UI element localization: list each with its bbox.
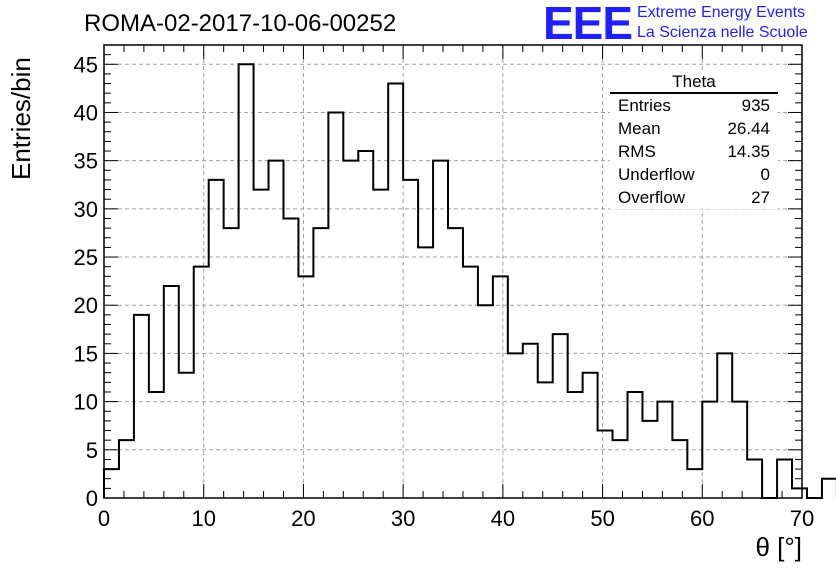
stats-row: Entries 935 xyxy=(610,94,778,117)
histogram-bar xyxy=(224,228,239,498)
histogram-bar xyxy=(583,373,598,498)
y-tick-label: 40 xyxy=(74,100,98,125)
histogram-bar xyxy=(508,353,523,498)
stats-row: Mean 26.44 xyxy=(610,117,778,140)
y-tick-label: 35 xyxy=(74,149,98,174)
stats-label: Mean xyxy=(618,119,661,138)
histogram-bar xyxy=(777,459,792,498)
y-tick-label: 25 xyxy=(74,245,98,270)
histogram-bar xyxy=(642,421,657,498)
stats-title: Theta xyxy=(610,70,778,94)
histogram-bar xyxy=(672,440,687,498)
stats-label: Underflow xyxy=(618,165,695,184)
histogram-bar xyxy=(568,392,583,498)
histogram-bar xyxy=(747,459,762,498)
histogram-bar xyxy=(628,392,643,498)
y-tick-label: 0 xyxy=(86,486,98,511)
stats-value: 14.35 xyxy=(727,142,770,161)
histogram-bar xyxy=(119,440,134,498)
histogram-bar xyxy=(298,276,313,498)
histogram-bar xyxy=(373,190,388,498)
x-tick-label: 30 xyxy=(391,506,415,531)
stats-label: Overflow xyxy=(618,188,686,207)
histogram-bar xyxy=(164,286,179,498)
histogram-bar xyxy=(149,392,164,498)
histogram-bar xyxy=(134,315,149,498)
stats-value: 26.44 xyxy=(727,119,770,138)
plot-title: ROMA-02-2017-10-06-00252 xyxy=(84,10,397,37)
x-tick-label: 0 xyxy=(98,506,110,531)
x-axis-label: θ [°] xyxy=(755,532,802,562)
eee-logo: EEE xyxy=(543,0,633,49)
y-tick-label: 30 xyxy=(74,197,98,222)
histogram-bar xyxy=(493,276,508,498)
histogram-bar xyxy=(613,440,628,498)
stats-row: Underflow 0 xyxy=(610,163,778,186)
x-tick-label: 20 xyxy=(291,506,315,531)
y-tick-label: 45 xyxy=(74,52,98,77)
histogram-bar xyxy=(538,382,553,498)
histogram-bar xyxy=(717,353,732,498)
x-tick-label: 50 xyxy=(590,506,614,531)
y-axis-label: Entries/bin xyxy=(6,57,36,180)
histogram-bar xyxy=(269,161,284,498)
histogram-bar xyxy=(388,84,403,498)
histogram-bar xyxy=(448,228,463,498)
x-tick-label: 60 xyxy=(690,506,714,531)
plot-frame xyxy=(103,44,803,499)
histogram-bar xyxy=(254,190,269,498)
x-tick-label: 40 xyxy=(491,506,515,531)
histogram-bar xyxy=(792,488,807,498)
y-tick-label: 5 xyxy=(86,438,98,463)
logo-caption-line1: Extreme Energy Events xyxy=(637,4,806,21)
histogram-bar xyxy=(283,218,298,498)
histogram-bar xyxy=(822,479,836,498)
y-tick-label: 10 xyxy=(74,390,98,415)
stats-value: 935 xyxy=(741,96,770,115)
stats-value: 27 xyxy=(751,188,770,207)
stats-box: Theta Entries 935 Mean 26.44 RMS 14.35 U… xyxy=(610,70,778,209)
y-tick-label: 20 xyxy=(74,293,98,318)
histogram-bar xyxy=(194,267,209,498)
histogram-bar xyxy=(523,344,538,498)
histogram-outline xyxy=(103,63,836,499)
stats-label: Entries xyxy=(618,96,671,115)
histogram-bar xyxy=(463,267,478,498)
histogram-bar xyxy=(343,161,358,498)
logo-caption-line2: La Scienza nelle Scuole xyxy=(637,24,808,41)
histogram-bar xyxy=(104,469,119,498)
histogram-bar xyxy=(687,469,702,498)
stats-value: 0 xyxy=(760,165,770,184)
x-tick-label: 70 xyxy=(790,506,814,531)
histogram-bar xyxy=(239,64,254,498)
y-tick-label: 15 xyxy=(74,341,98,366)
histogram-bar xyxy=(358,151,373,498)
stats-row: RMS 14.35 xyxy=(610,140,778,163)
histogram-bar xyxy=(313,228,328,498)
histogram-bar xyxy=(598,431,613,498)
stats-label: RMS xyxy=(618,142,656,161)
histogram-bar xyxy=(553,334,568,498)
x-tick-label: 10 xyxy=(191,506,215,531)
histogram-bar xyxy=(179,373,194,498)
stats-row: Overflow 27 xyxy=(610,186,778,209)
histogram-bar xyxy=(418,247,433,498)
histogram-bar xyxy=(433,161,448,498)
